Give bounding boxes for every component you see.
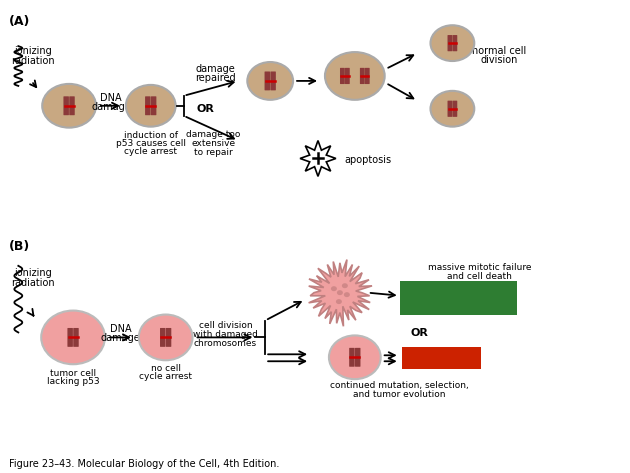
Ellipse shape xyxy=(42,84,96,128)
FancyBboxPatch shape xyxy=(349,348,355,367)
FancyBboxPatch shape xyxy=(365,68,370,84)
FancyBboxPatch shape xyxy=(447,35,452,51)
Ellipse shape xyxy=(430,91,474,127)
Polygon shape xyxy=(300,140,336,176)
Text: no cell: no cell xyxy=(151,364,181,373)
Ellipse shape xyxy=(329,335,381,379)
Text: with damaged: with damaged xyxy=(193,330,258,339)
Ellipse shape xyxy=(41,311,105,364)
Ellipse shape xyxy=(337,290,343,295)
Text: cycle arrest: cycle arrest xyxy=(139,372,192,381)
FancyBboxPatch shape xyxy=(73,328,79,347)
Text: OR: OR xyxy=(411,328,428,338)
Text: chromosomes: chromosomes xyxy=(194,339,257,348)
FancyBboxPatch shape xyxy=(64,96,69,115)
Ellipse shape xyxy=(344,292,350,297)
Text: cycle arrest: cycle arrest xyxy=(124,147,177,156)
Ellipse shape xyxy=(248,62,293,100)
Text: cell division: cell division xyxy=(198,321,252,330)
FancyBboxPatch shape xyxy=(151,96,156,115)
Polygon shape xyxy=(309,260,372,326)
Text: and cell death: and cell death xyxy=(447,272,512,281)
Text: ionizing: ionizing xyxy=(14,46,52,56)
FancyBboxPatch shape xyxy=(69,96,75,115)
Ellipse shape xyxy=(139,315,193,360)
FancyBboxPatch shape xyxy=(452,101,457,117)
Text: (B): (B) xyxy=(9,240,31,253)
FancyBboxPatch shape xyxy=(145,96,151,115)
Text: damage too: damage too xyxy=(186,130,241,139)
Text: (A): (A) xyxy=(9,15,31,28)
Text: DNA: DNA xyxy=(100,93,122,103)
Text: TUMOR: TUMOR xyxy=(431,287,486,300)
FancyBboxPatch shape xyxy=(67,328,73,347)
Text: REGRESSES: REGRESSES xyxy=(415,299,502,312)
FancyBboxPatch shape xyxy=(160,328,166,347)
Text: damage: damage xyxy=(91,102,131,112)
Text: p53 causes cell: p53 causes cell xyxy=(116,139,186,148)
Text: lacking p53: lacking p53 xyxy=(47,377,100,385)
Text: CANCER: CANCER xyxy=(411,352,471,365)
FancyBboxPatch shape xyxy=(340,68,345,84)
Ellipse shape xyxy=(430,25,474,61)
Text: radiation: radiation xyxy=(11,278,55,288)
Text: radiation: radiation xyxy=(11,56,55,66)
Text: to repair: to repair xyxy=(194,148,233,157)
FancyBboxPatch shape xyxy=(452,35,457,51)
FancyBboxPatch shape xyxy=(447,101,452,117)
FancyBboxPatch shape xyxy=(399,281,517,315)
Text: normal cell: normal cell xyxy=(472,46,526,56)
FancyBboxPatch shape xyxy=(166,328,171,347)
Text: extensive: extensive xyxy=(192,139,236,148)
Text: induction of: induction of xyxy=(123,131,178,140)
Text: damage: damage xyxy=(195,64,236,74)
FancyBboxPatch shape xyxy=(355,348,360,367)
Text: OR: OR xyxy=(197,104,214,114)
FancyBboxPatch shape xyxy=(265,71,270,90)
Ellipse shape xyxy=(126,85,176,127)
Text: massive mitotic failure: massive mitotic failure xyxy=(428,263,531,272)
Text: division: division xyxy=(481,55,518,65)
Text: and tumor evolution: and tumor evolution xyxy=(353,390,446,399)
Text: damage: damage xyxy=(101,333,140,343)
Ellipse shape xyxy=(336,299,342,304)
Text: DNA: DNA xyxy=(110,324,132,334)
FancyBboxPatch shape xyxy=(345,68,350,84)
Text: tumor cell: tumor cell xyxy=(50,368,96,378)
Text: apoptosis: apoptosis xyxy=(344,156,391,166)
FancyBboxPatch shape xyxy=(401,347,481,369)
Ellipse shape xyxy=(342,283,348,288)
Text: continued mutation, selection,: continued mutation, selection, xyxy=(330,381,469,390)
FancyBboxPatch shape xyxy=(360,68,365,84)
Ellipse shape xyxy=(325,52,385,100)
FancyBboxPatch shape xyxy=(270,71,276,90)
Ellipse shape xyxy=(331,286,337,291)
Text: repaired: repaired xyxy=(195,73,236,83)
Text: Figure 23–43. Molecular Biology of the Cell, 4th Edition.: Figure 23–43. Molecular Biology of the C… xyxy=(9,459,280,469)
Text: ionizing: ionizing xyxy=(14,268,52,278)
